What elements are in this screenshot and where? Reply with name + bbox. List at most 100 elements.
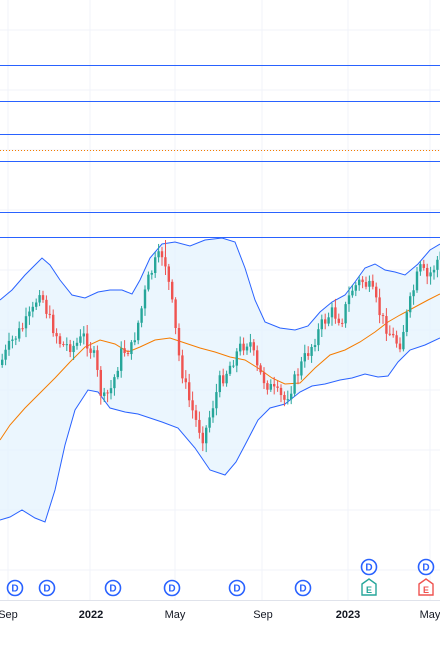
dividend-marker[interactable]: D — [419, 560, 434, 575]
candle-body — [331, 307, 333, 317]
candle-body — [402, 332, 404, 349]
candle-body — [174, 299, 176, 328]
candle-body — [66, 344, 68, 345]
candle-body — [419, 264, 421, 271]
x-tick-label: Sep — [253, 609, 273, 621]
candle-body — [32, 307, 34, 312]
candle-body — [412, 290, 414, 296]
candle-body — [334, 307, 336, 318]
dividend-marker[interactable]: D — [165, 581, 180, 596]
x-tick-label: 2023 — [336, 609, 360, 621]
candle-body — [4, 350, 6, 360]
candle-down — [171, 279, 173, 302]
candle-body — [314, 345, 316, 347]
candle-body — [76, 343, 78, 346]
candle-body — [45, 300, 47, 314]
candle-body — [324, 319, 326, 323]
horizontal-levels — [0, 66, 440, 238]
candle-body — [392, 334, 394, 335]
candle-body — [426, 268, 428, 276]
candle-body — [59, 336, 61, 344]
candle-body — [38, 295, 40, 302]
candle-body — [355, 285, 357, 291]
candle-body — [110, 388, 112, 393]
candle-body — [293, 374, 295, 393]
dividend-marker[interactable]: D — [8, 581, 23, 596]
candle-body — [232, 366, 234, 367]
candle-body — [361, 280, 363, 282]
marker-label: D — [43, 584, 50, 595]
candle-body — [181, 355, 183, 378]
candle-body — [351, 291, 353, 296]
x-tick-label: May — [165, 609, 186, 621]
candle-body — [344, 304, 346, 323]
candle-body — [249, 342, 251, 346]
candle-body — [436, 260, 438, 270]
earnings-marker[interactable]: E — [362, 579, 376, 595]
candle-body — [310, 347, 312, 356]
marker-label: D — [299, 584, 306, 595]
candle-body — [270, 384, 272, 390]
candle-body — [18, 328, 20, 338]
candle-body — [222, 375, 224, 383]
dividend-marker[interactable]: D — [362, 560, 377, 575]
candle-body — [317, 329, 319, 345]
candle-body — [229, 366, 231, 374]
candle-body — [127, 353, 129, 354]
candle-body — [62, 344, 64, 345]
earnings-marker[interactable]: E — [419, 579, 433, 595]
dividend-marker[interactable]: D — [106, 581, 121, 596]
candle-body — [93, 350, 95, 353]
candle-body — [96, 350, 98, 370]
candle-body — [283, 395, 285, 400]
candle-body — [321, 319, 323, 329]
candle-body — [358, 280, 360, 286]
candle-body — [263, 372, 265, 383]
candle-body — [202, 433, 204, 443]
candle-body — [280, 388, 282, 395]
candle-body — [389, 334, 391, 335]
candle-body — [117, 371, 119, 377]
candle-body — [106, 392, 108, 393]
candle-body — [212, 408, 214, 417]
dividend-marker[interactable]: D — [296, 581, 311, 596]
dividend-marker[interactable]: D — [40, 581, 55, 596]
candle-body — [130, 342, 132, 354]
candle-up — [293, 371, 295, 397]
candle-body — [327, 317, 329, 323]
candle-body — [35, 303, 37, 307]
candle-body — [188, 382, 190, 400]
candle-body — [185, 378, 187, 382]
candle-body — [416, 272, 418, 291]
candle-body — [21, 328, 23, 329]
candle-body — [195, 410, 197, 420]
candle-body — [120, 348, 122, 371]
candle-body — [429, 272, 431, 276]
candle-body — [79, 336, 81, 342]
candle-body — [168, 266, 170, 281]
candle-body — [123, 348, 125, 353]
candle-body — [348, 295, 350, 304]
candle-body — [338, 319, 340, 323]
candle-body — [433, 270, 435, 273]
marker-label: D — [422, 563, 429, 574]
candle-body — [256, 350, 258, 365]
candle-body — [42, 295, 44, 300]
dividend-marker[interactable]: D — [230, 581, 245, 596]
candle-body — [259, 365, 261, 372]
candle-body — [406, 312, 408, 332]
candle-body — [219, 375, 221, 392]
candle-body — [134, 340, 136, 342]
marker-label: D — [109, 584, 116, 595]
candle-body — [171, 282, 173, 300]
candle-body — [399, 344, 401, 350]
candle-body — [151, 273, 153, 275]
candle-body — [242, 344, 244, 351]
marker-label: D — [168, 584, 175, 595]
candle-body — [246, 347, 248, 351]
candle-body — [365, 282, 367, 287]
